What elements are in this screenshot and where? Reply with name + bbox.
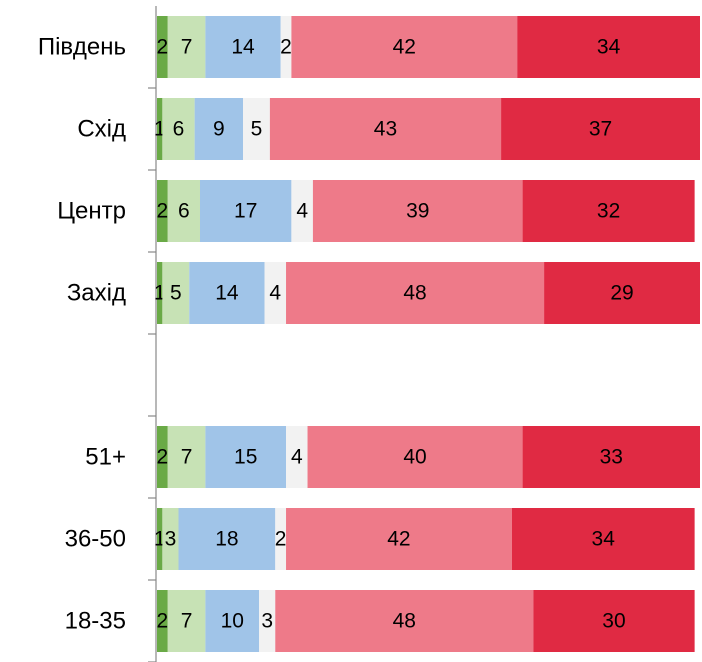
value-label: 1	[154, 118, 166, 141]
category-label: 36-50	[65, 526, 126, 553]
bar-segment	[200, 180, 292, 242]
bar-segment	[167, 16, 206, 78]
value-label: 2	[157, 446, 169, 469]
value-label: 48	[403, 282, 426, 305]
value-label: 40	[403, 446, 426, 469]
value-label: 7	[181, 36, 193, 59]
value-label: 32	[597, 200, 620, 223]
value-label: 6	[178, 200, 190, 223]
bar-segment	[205, 590, 260, 652]
bar-segment	[205, 426, 287, 488]
value-label: 18	[215, 528, 238, 551]
bar-segment	[243, 98, 270, 160]
value-label: 29	[610, 282, 633, 305]
bar-segment	[167, 180, 201, 242]
bar-segment	[286, 262, 545, 324]
value-label: 39	[406, 200, 429, 223]
bar-segment	[522, 180, 695, 242]
bar-segment	[189, 262, 265, 324]
bar-segment	[162, 262, 190, 324]
bar-segment	[205, 16, 281, 78]
bar-segment	[167, 426, 206, 488]
bar-segment	[157, 426, 168, 488]
category-label: 18-35	[65, 608, 126, 635]
value-label: 5	[251, 118, 263, 141]
value-label: 4	[296, 200, 308, 223]
bar-segment	[157, 508, 163, 570]
bar-segment	[157, 262, 163, 324]
bar-segment	[157, 180, 168, 242]
bar-segment	[194, 98, 244, 160]
category-label: Південь	[38, 34, 126, 61]
value-label: 14	[231, 36, 255, 59]
bar-segment	[167, 590, 206, 652]
value-label: 34	[592, 528, 616, 551]
value-label: 1	[154, 282, 166, 305]
value-label: 3	[165, 528, 177, 551]
bar-segment	[157, 16, 168, 78]
value-label: 43	[374, 118, 397, 141]
bar-segment	[264, 262, 287, 324]
bar-segment	[517, 16, 700, 78]
bar-segment	[291, 180, 313, 242]
value-label: 34	[597, 36, 621, 59]
value-label: 2	[280, 36, 292, 59]
value-label: 5	[170, 282, 182, 305]
value-label: 48	[393, 610, 416, 633]
bar-segment	[312, 180, 523, 242]
bar-segment	[533, 590, 695, 652]
bar-segment	[259, 590, 276, 652]
bar-segment	[269, 98, 502, 160]
bar-segment	[511, 508, 695, 570]
value-label: 2	[157, 610, 169, 633]
bar-segment	[544, 262, 700, 324]
bar-segment	[162, 508, 179, 570]
bar-segment	[162, 98, 195, 160]
value-label: 15	[234, 446, 257, 469]
value-label: 9	[213, 118, 225, 141]
value-label: 7	[181, 446, 193, 469]
category-label: Схід	[77, 116, 126, 143]
value-label: 17	[234, 200, 257, 223]
bar-segment	[280, 16, 292, 78]
value-label: 2	[157, 200, 169, 223]
value-label: 42	[393, 36, 416, 59]
value-label: 2	[157, 36, 169, 59]
category-label: Центр	[57, 198, 126, 225]
value-label: 14	[215, 282, 239, 305]
value-label: 7	[181, 610, 193, 633]
category-label: 51+	[85, 444, 126, 471]
value-label: 6	[173, 118, 185, 141]
bar-segment	[501, 98, 700, 160]
category-label: Захід	[67, 280, 126, 307]
bar-segment	[157, 98, 163, 160]
bar-segment	[178, 508, 276, 570]
value-label: 4	[291, 446, 303, 469]
value-label: 1	[154, 528, 166, 551]
bar-segment	[291, 16, 518, 78]
bar-segment	[275, 590, 534, 652]
value-label: 33	[600, 446, 623, 469]
value-label: 3	[261, 610, 273, 633]
value-label: 37	[589, 118, 612, 141]
bar-segment	[286, 508, 512, 570]
value-label: 4	[269, 282, 281, 305]
value-label: 42	[387, 528, 410, 551]
value-label: 10	[221, 610, 244, 633]
bar-segment	[286, 426, 308, 488]
value-label: 2	[275, 528, 287, 551]
bar-segment	[522, 426, 700, 488]
bar-segment	[275, 508, 287, 570]
value-label: 30	[602, 610, 625, 633]
bar-segment	[307, 426, 523, 488]
bar-segment	[157, 590, 168, 652]
